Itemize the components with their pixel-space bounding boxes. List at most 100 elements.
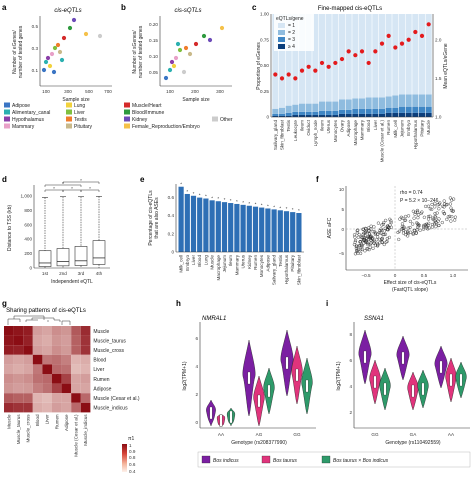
h-ytick-1: 2 [195,392,198,397]
i-ytick-1: 4 [349,384,352,389]
c-bar-segment [325,110,332,115]
i-ylabel: log2(TPM+1) [336,361,342,390]
f-point [430,222,435,227]
c-bar-segment [352,98,359,109]
g-heatmap-cell [52,354,62,365]
h-violin-box [219,414,223,427]
c-ylabel-right: Mean eQTLs/eGene [443,43,449,89]
f-point [449,208,454,212]
f-point [411,222,415,226]
g-heatmap-cell [71,335,81,346]
c-bar-segment [285,14,292,106]
f-point [399,215,403,219]
f-point [363,226,368,230]
b-point [183,45,189,51]
g-heatmap-cell [4,393,14,403]
i-violin-box [449,373,453,387]
f-point [375,235,380,239]
c-bar-segment [338,99,346,110]
f-point [445,217,449,222]
h-violin-box [305,379,309,393]
f-point [406,231,410,236]
c-bar-segment [325,114,332,117]
f-point [413,212,417,216]
f-point [421,225,426,229]
f-point [414,231,419,235]
c-mean-point [426,22,431,27]
f-point [450,215,454,219]
panel-g-heatmap [4,326,91,413]
c-mean-point [359,49,365,54]
c-bar-segment [385,96,392,108]
tissue-legend-swatch [66,102,72,108]
f-point [363,234,368,238]
tissue-legend-label: Muscle/Heart [132,103,162,109]
violin-legend-label: Bos indicus [213,458,239,464]
f-point [442,212,446,216]
c-bar-segment [412,106,419,113]
c-bar-segment [378,113,386,117]
f-point [415,208,420,213]
i-violin-box [373,375,377,389]
c-ytick: 0.50 [260,63,269,68]
f-point [420,210,424,214]
c-bar-segment [318,110,326,115]
f-point [384,240,388,244]
g-heatmap-cell [80,393,91,403]
e-xlabel: Embryo [185,255,190,271]
tissue-legend: AdiposeAlimentary_canalHypothalamusMamma… [4,102,233,130]
panel-b: b cis-sQTLs 100 200 300 0.05 0.10 0.15 0… [121,3,232,103]
c-mean-point [373,49,378,54]
e-bar [215,201,221,252]
c-xlabel: Jejunum [400,120,405,138]
g-col-label: Muscle [6,414,11,429]
c-mean-point [326,64,331,69]
violin-legend: Bos indicus Bos taurus Bos taurus × Bos in… [197,451,471,468]
f-point [415,221,419,225]
c-bar-segment [338,113,346,117]
d-ytick: 400 [24,237,32,242]
panel-g-col-labels: Muscle Muscle_taurus Muscle_cross Blood Live… [6,414,88,457]
d-sig-3: * [62,181,64,186]
f-point [366,243,370,247]
f-pval: P = 5.2 × 10−246 [400,198,439,204]
b-xlabel: Sample size [182,97,209,103]
c-xlabel: Rumen [386,120,391,135]
g-row-label: Muscle [93,329,109,335]
f-point [367,229,371,233]
c-xlabel: Testis [286,119,291,131]
e-bar-star: * [180,182,182,187]
f-point [369,224,373,228]
g-heatmap-cell [80,402,91,413]
f-point [448,214,452,218]
h-xlabel: Genotype (rs208377990) [231,440,287,446]
panel-d: d 0 200 400 600 800 1,000 1st 2nd 3rd 4th Ind… [2,175,110,285]
e-xlabel: Macrophage [216,255,221,281]
g-heatmap-cell [23,364,33,374]
panel-f: f rho = 0.74 P = 5.2 × 10−246 −0.5 0 0.5… [316,175,468,293]
f-point [402,225,406,229]
h-violin-box [209,406,213,420]
violin-legend-label: Bos taurus × Bos indicus [333,458,389,464]
f-point [383,232,388,236]
a-point [83,31,89,37]
g-heatmap-cell [13,383,24,394]
a-xlabel: Sample size [62,97,89,103]
c-bar-segment [405,94,412,107]
e-bar [290,212,296,252]
e-bar [252,206,259,252]
f-point [434,215,438,219]
g-heatmap-cell [61,345,72,355]
b-ytick-3: 0.20 [149,22,158,27]
c-bar-segment [345,14,352,100]
c-bar-segment [305,103,312,112]
panel-a-title: cis-eQTLs [54,8,81,14]
f-point [428,207,432,211]
c-xlabel: Hypothalamus [413,119,418,149]
f-point [376,221,381,225]
f-point [413,210,418,214]
c-xlabel: Salivary_gland [273,120,278,151]
f-ytick-2: 5 [341,207,344,212]
f-point [433,201,437,206]
c-legend-title: eQTLs/gene [276,16,304,22]
